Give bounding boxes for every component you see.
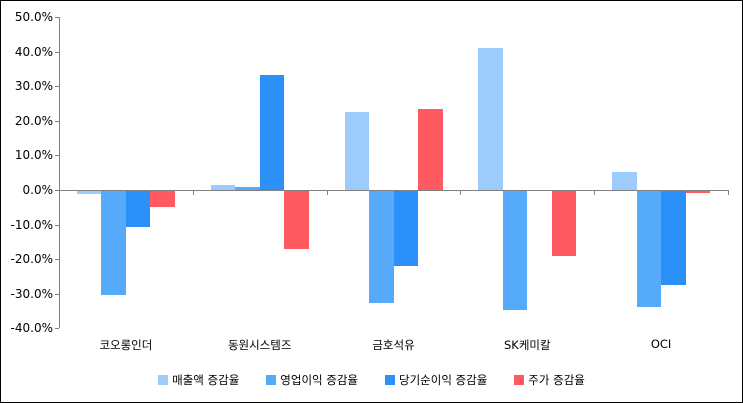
bar	[661, 191, 686, 285]
y-tick-label: 10.0%	[14, 148, 53, 163]
bar	[284, 191, 309, 250]
legend-label: 영업이익 증감율	[280, 373, 358, 387]
legend-item: 매출액 증감율	[158, 372, 239, 388]
legend-item: 당기순이익 증감율	[385, 372, 487, 388]
y-tick-mark	[55, 328, 59, 330]
legend-label: 당기순이익 증감율	[399, 373, 488, 387]
x-tick-mark	[59, 190, 60, 195]
bar	[344, 112, 369, 190]
bar	[76, 191, 102, 195]
bar	[502, 191, 528, 311]
y-tick-label: -40.0%	[10, 321, 53, 336]
y-tick-label: -10.0%	[10, 217, 53, 232]
legend-swatch-icon	[514, 375, 525, 385]
x-tick-mark	[192, 190, 194, 195]
y-tick-label: 0.0%	[22, 183, 54, 197]
y-tick-mark	[55, 86, 59, 88]
y-tick-mark	[55, 120, 59, 122]
y-tick-mark	[55, 190, 59, 191]
category-label: 코오롱인더	[99, 338, 153, 352]
bar	[612, 172, 637, 190]
y-tick-mark	[55, 224, 59, 226]
legend-label: 매출액 증감율	[172, 373, 240, 387]
bar	[259, 74, 285, 190]
legend-swatch-icon	[158, 375, 169, 385]
y-axis-line	[59, 17, 60, 329]
y-tick-mark	[55, 17, 59, 19]
x-tick-mark	[460, 190, 462, 195]
category-label: SK케미칼	[504, 338, 551, 352]
bar	[478, 48, 503, 190]
bar	[418, 109, 443, 190]
legend-swatch-icon	[385, 375, 395, 385]
category-label: 동원시스템즈	[227, 338, 292, 352]
bar	[685, 191, 711, 194]
legend-swatch-icon	[266, 375, 277, 385]
x-tick-mark	[326, 190, 328, 195]
bar	[369, 191, 394, 304]
bar	[393, 191, 418, 267]
y-tick-label: 50.0%	[14, 10, 53, 25]
x-tick-mark	[594, 190, 596, 195]
y-tick-label: -30.0%	[10, 286, 53, 301]
y-tick-mark	[55, 51, 59, 53]
bar	[210, 184, 236, 190]
category-label: 금호석유	[372, 338, 415, 352]
y-tick-label: 20.0%	[14, 113, 53, 128]
bar	[235, 186, 260, 190]
y-tick-label: 30.0%	[14, 79, 53, 94]
y-tick-mark	[55, 293, 59, 295]
x-axis-zero-line	[59, 190, 728, 191]
bar	[636, 191, 662, 307]
y-tick-mark	[55, 155, 59, 157]
category-label: OCI	[650, 337, 672, 351]
legend-item: 영업이익 증감율	[266, 372, 358, 388]
bar	[125, 191, 151, 228]
y-tick-mark	[55, 259, 59, 261]
y-tick-label: -20.0%	[10, 252, 53, 267]
bar	[551, 191, 577, 256]
legend-label: 주가 증감율	[528, 373, 585, 387]
x-tick-mark	[728, 190, 729, 195]
y-tick-label: 40.0%	[14, 44, 53, 59]
bar	[101, 191, 126, 295]
bar	[150, 191, 175, 207]
legend-item: 주가 증감율	[514, 372, 585, 388]
legend: 매출액 증감율 영업이익 증감율 당기순이익 증감율 주가 증감율	[1, 372, 742, 388]
